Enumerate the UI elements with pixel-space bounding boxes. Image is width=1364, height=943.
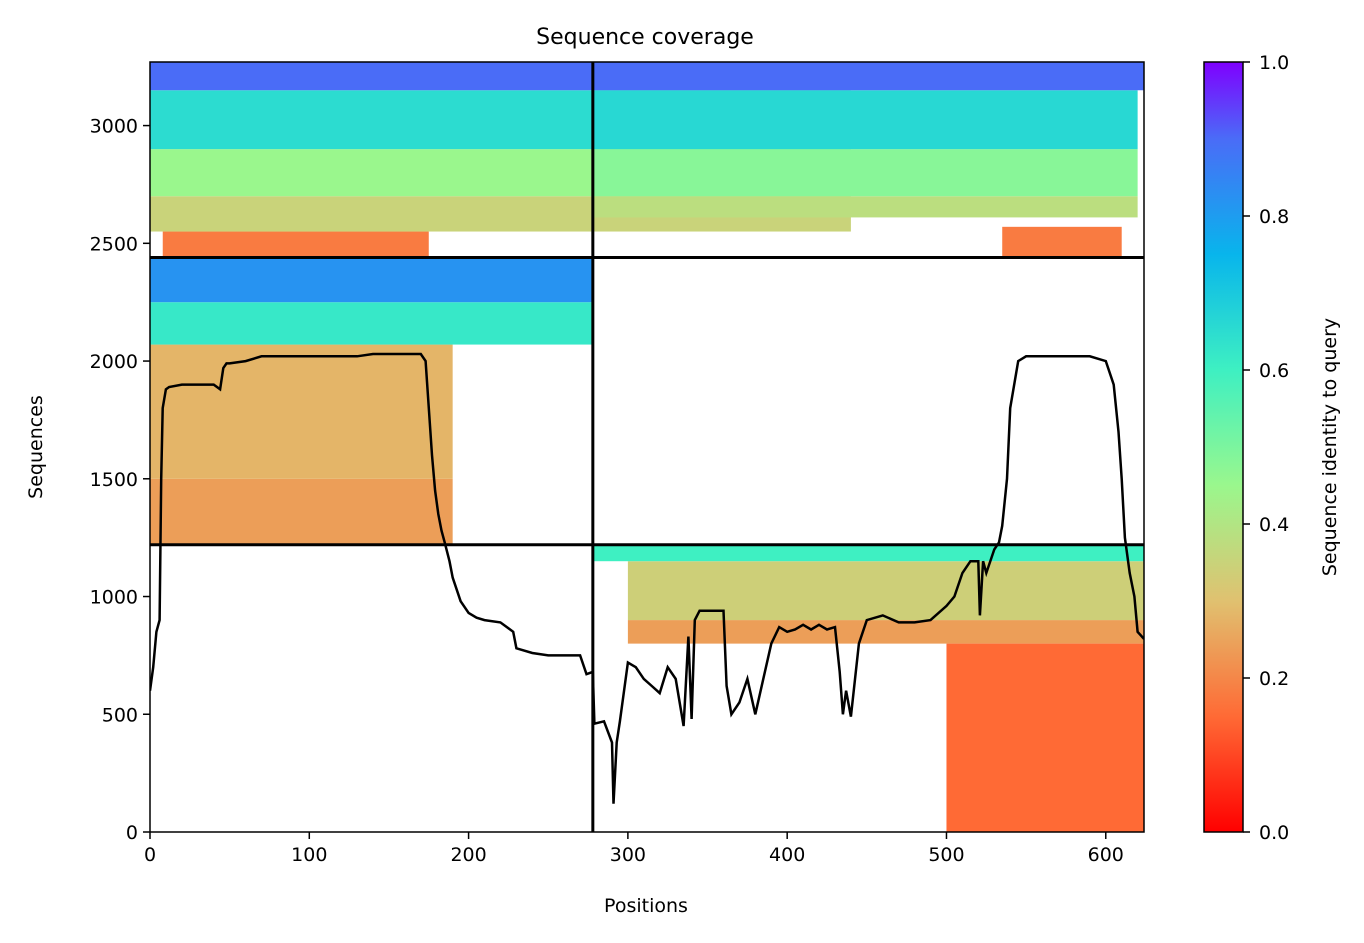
- colorbar-tick-label: 1.0: [1259, 52, 1289, 74]
- coverage-block: [150, 62, 593, 91]
- coverage-block: [150, 302, 593, 345]
- y-tick-label: 500: [102, 704, 138, 726]
- coverage-block: [592, 544, 1144, 562]
- plot-frame: [149, 61, 1145, 833]
- x-axis-label: Positions: [604, 895, 688, 917]
- coverage-block: [162, 231, 429, 258]
- coverage-block: [1002, 226, 1122, 258]
- y-tick-label: 2500: [90, 233, 138, 255]
- coverage-block: [150, 344, 453, 479]
- y-tick-label: 2000: [90, 351, 138, 373]
- coverage-block: [592, 149, 1138, 197]
- y-axis-ticks: 0 500 1000 1500 2000 2500 3000: [90, 116, 150, 844]
- y-tick-label: 1500: [90, 469, 138, 491]
- coverage-line: [150, 352, 1144, 804]
- colorbar-label: Sequence identity to query: [1319, 318, 1341, 576]
- y-tick-label: 3000: [90, 116, 138, 138]
- y-tick-label: 0: [126, 822, 138, 844]
- colorbar-tick-label: 0.0: [1259, 822, 1289, 844]
- coverage-block: [592, 62, 1144, 91]
- plot-area: [150, 62, 1144, 832]
- x-tick-label: 500: [928, 844, 964, 866]
- x-tick-label: 200: [450, 844, 486, 866]
- coverage-block: [592, 196, 1138, 218]
- coverage-block: [592, 90, 1138, 150]
- coverage-block: [150, 478, 453, 545]
- colorbar-tick-label: 0.6: [1259, 360, 1289, 382]
- colorbar-tick-label: 0.2: [1259, 668, 1289, 690]
- x-tick-label: 600: [1088, 844, 1124, 866]
- x-tick-label: 0: [144, 844, 156, 866]
- chart-title: Sequence coverage: [536, 25, 754, 50]
- coverage-blocks: [150, 62, 1144, 832]
- x-tick-label: 100: [291, 844, 327, 866]
- coverage-block: [946, 643, 1144, 832]
- colorbar-tick-label: 0.8: [1259, 206, 1289, 228]
- y-tick-label: 1000: [90, 587, 138, 609]
- x-tick-label: 300: [610, 844, 646, 866]
- colorbar: [1203, 61, 1244, 833]
- coverage-block: [150, 257, 593, 303]
- colorbar-ticks: 0.0 0.2 0.4 0.6 0.8 1.0: [1243, 52, 1289, 844]
- x-axis-ticks: 0 100 200 300 400 500 600: [144, 832, 1124, 866]
- colorbar-tick-label: 0.4: [1259, 514, 1289, 536]
- y-axis-label: Sequences: [25, 395, 47, 499]
- coverage-block: [627, 620, 1144, 644]
- x-tick-label: 400: [769, 844, 805, 866]
